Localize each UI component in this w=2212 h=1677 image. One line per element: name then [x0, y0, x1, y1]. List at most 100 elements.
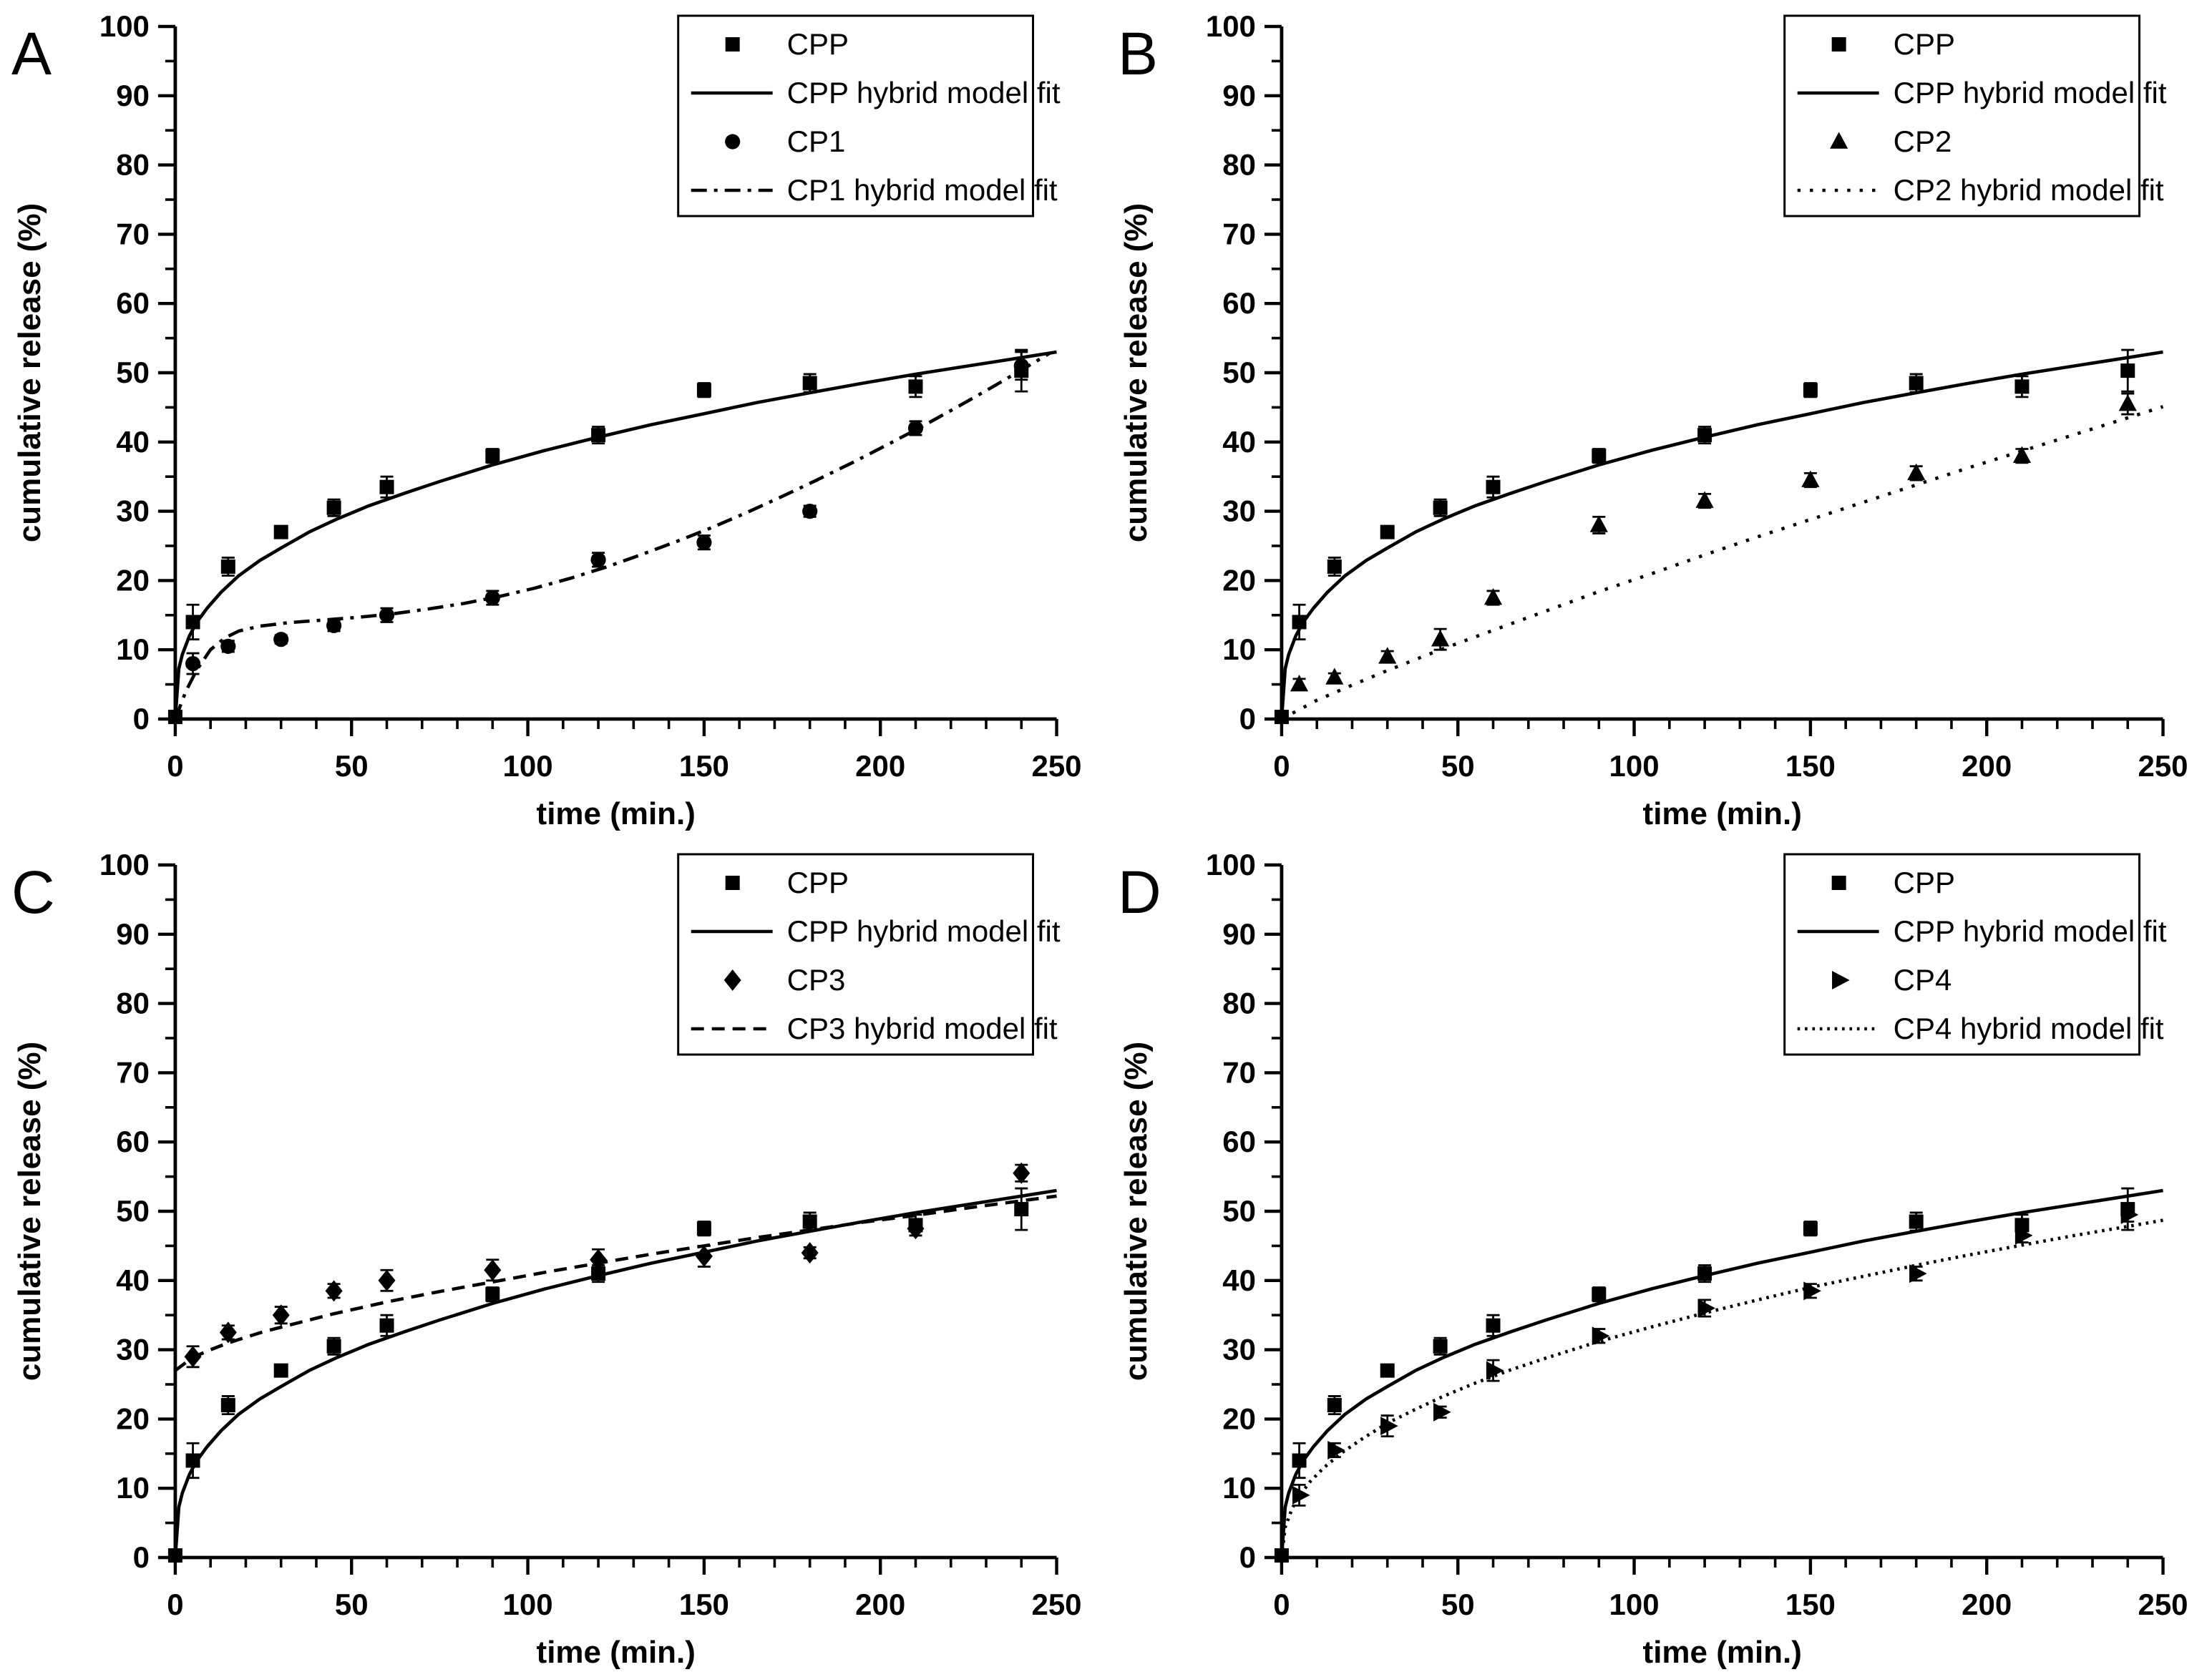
y-tick-label: 30: [116, 494, 150, 528]
y-tick-label: 60: [116, 286, 150, 320]
data-point-cpp: [1380, 1363, 1395, 1378]
data-point-cpp: [1909, 1214, 1924, 1229]
data-point-cpp: [485, 449, 500, 464]
data-point-cp3: [378, 1269, 396, 1291]
y-tick-label: 80: [116, 148, 150, 182]
data-point-cp2: [1695, 491, 1714, 508]
legend-label: CPP hybrid model fit: [787, 914, 1061, 948]
x-axis-title: time (min.): [537, 1635, 696, 1670]
x-tick-label: 50: [335, 1588, 369, 1621]
data-point-cp2: [1325, 668, 1343, 685]
fit-line-cp1-hybrid-model-fit: [173, 351, 1051, 720]
data-point-cp2: [2012, 446, 2031, 463]
x-tick-label: 100: [1609, 1588, 1659, 1621]
data-point-cp4: [1697, 1299, 1715, 1318]
panel-a: A 0 50 100 150 200 250 0 10 20 30 40 50 60 70 80 90 100 ti…: [0, 0, 1106, 838]
legend-marker-cpp: [1831, 37, 1846, 52]
data-point-cp1: [696, 534, 712, 550]
data-point-cp3: [801, 1242, 819, 1264]
data-point-cp1: [379, 607, 395, 623]
data-point-cp3: [695, 1245, 713, 1267]
x-tick-label: 250: [2138, 1588, 2188, 1621]
y-tick-label: 60: [1222, 286, 1256, 320]
data-point-cpp: [220, 559, 235, 575]
data-point-cp4: [1327, 1440, 1345, 1460]
data-point-cp3: [184, 1346, 202, 1368]
fit-line-cp2-hybrid-model-fit: [1280, 405, 2163, 721]
legend-marker-cp1: [725, 134, 741, 150]
data-point-cp4: [1292, 1485, 1310, 1505]
y-axis-title: cumulative release (%): [12, 203, 47, 542]
data-point-cp4: [1486, 1361, 1504, 1380]
y-tick-label: 20: [1222, 1402, 1256, 1435]
y-tick-label: 50: [1222, 1194, 1256, 1228]
x-tick-label: 250: [2138, 749, 2188, 783]
data-point-cpp: [379, 479, 394, 494]
y-tick-label: 20: [116, 563, 150, 597]
y-tick-label: 100: [1205, 848, 1255, 881]
legend-label: CP3: [787, 963, 846, 997]
y-tick-label: 10: [116, 632, 150, 666]
y-tick-label: 70: [116, 217, 150, 250]
data-point-cpp: [1591, 449, 1606, 464]
y-tick-label: 60: [116, 1125, 150, 1158]
data-point-cpp: [696, 1221, 711, 1236]
y-tick-label: 10: [116, 1471, 150, 1505]
x-tick-label: 200: [855, 749, 905, 783]
legend-label: CP2: [1893, 124, 1952, 158]
y-tick-label: 80: [1222, 148, 1256, 182]
x-tick-label: 100: [1609, 749, 1659, 783]
x-tick-label: 200: [1962, 749, 2012, 783]
data-point-cp2: [2118, 393, 2137, 411]
data-point-cp4: [1380, 1417, 1398, 1436]
legend-label: CP1: [787, 124, 846, 158]
data-point-cpp: [1697, 428, 1712, 443]
data-point-cpp: [2014, 379, 2029, 394]
x-tick-label: 100: [503, 1588, 553, 1621]
y-tick-label: 30: [1222, 494, 1256, 528]
fit-line-cpp-hybrid-model-fit: [173, 1188, 1057, 1558]
legend-marker-cpp: [725, 876, 740, 890]
data-point-cpp: [1292, 615, 1307, 630]
data-point-cpp: [326, 1339, 341, 1354]
panel-letter: B: [1117, 20, 1157, 87]
data-point-cp4: [1909, 1264, 1927, 1284]
y-tick-label: 30: [1222, 1333, 1256, 1366]
data-point-cpp: [802, 376, 817, 391]
data-point-cp1: [484, 590, 500, 606]
x-tick-label: 0: [1273, 749, 1290, 783]
legend-label: CPP hybrid model fit: [1893, 76, 2166, 109]
data-point-cpp: [167, 1548, 182, 1563]
y-tick-label: 90: [1222, 79, 1256, 112]
x-axis-title: time (min.): [1642, 796, 1801, 831]
data-point-cp3: [272, 1304, 290, 1326]
data-point-cpp: [1803, 383, 1818, 398]
legend-label: CPP: [1893, 866, 1954, 899]
data-point-cp1: [802, 504, 818, 519]
y-tick-label: 80: [116, 987, 150, 1020]
y-tick-label: 100: [99, 9, 150, 43]
y-tick-label: 20: [1222, 563, 1256, 597]
data-point-cpp: [1486, 1318, 1501, 1333]
y-tick-label: 0: [1239, 702, 1255, 735]
fit-line-cpp-hybrid-model-fit: [1280, 350, 2163, 720]
data-point-cp2: [1483, 588, 1502, 605]
x-tick-label: 50: [335, 749, 369, 783]
data-point-cp2: [1290, 675, 1308, 692]
y-axis-title: cumulative release (%): [1118, 203, 1153, 542]
data-point-cpp: [2120, 363, 2135, 378]
data-point-cpp: [326, 500, 341, 515]
data-point-cp1: [907, 420, 924, 436]
y-tick-label: 10: [1222, 1471, 1256, 1505]
x-tick-label: 150: [1785, 1588, 1835, 1621]
data-point-cp3: [325, 1280, 343, 1302]
legend-marker-cp3: [723, 969, 741, 991]
y-tick-label: 70: [1222, 1055, 1256, 1089]
legend-label: CP1 hybrid model fit: [787, 173, 1058, 207]
data-point-cp1: [220, 638, 236, 654]
data-point-cp3: [907, 1218, 925, 1240]
data-point-cpp: [1380, 524, 1395, 539]
fit-line-cpp-hybrid-model-fit: [173, 350, 1057, 720]
panel-c: C 0 50 100 150 200 250 0 10 20 30 40 50 60 70 80 90 100 ti…: [0, 838, 1106, 1677]
y-tick-label: 0: [133, 1540, 150, 1574]
